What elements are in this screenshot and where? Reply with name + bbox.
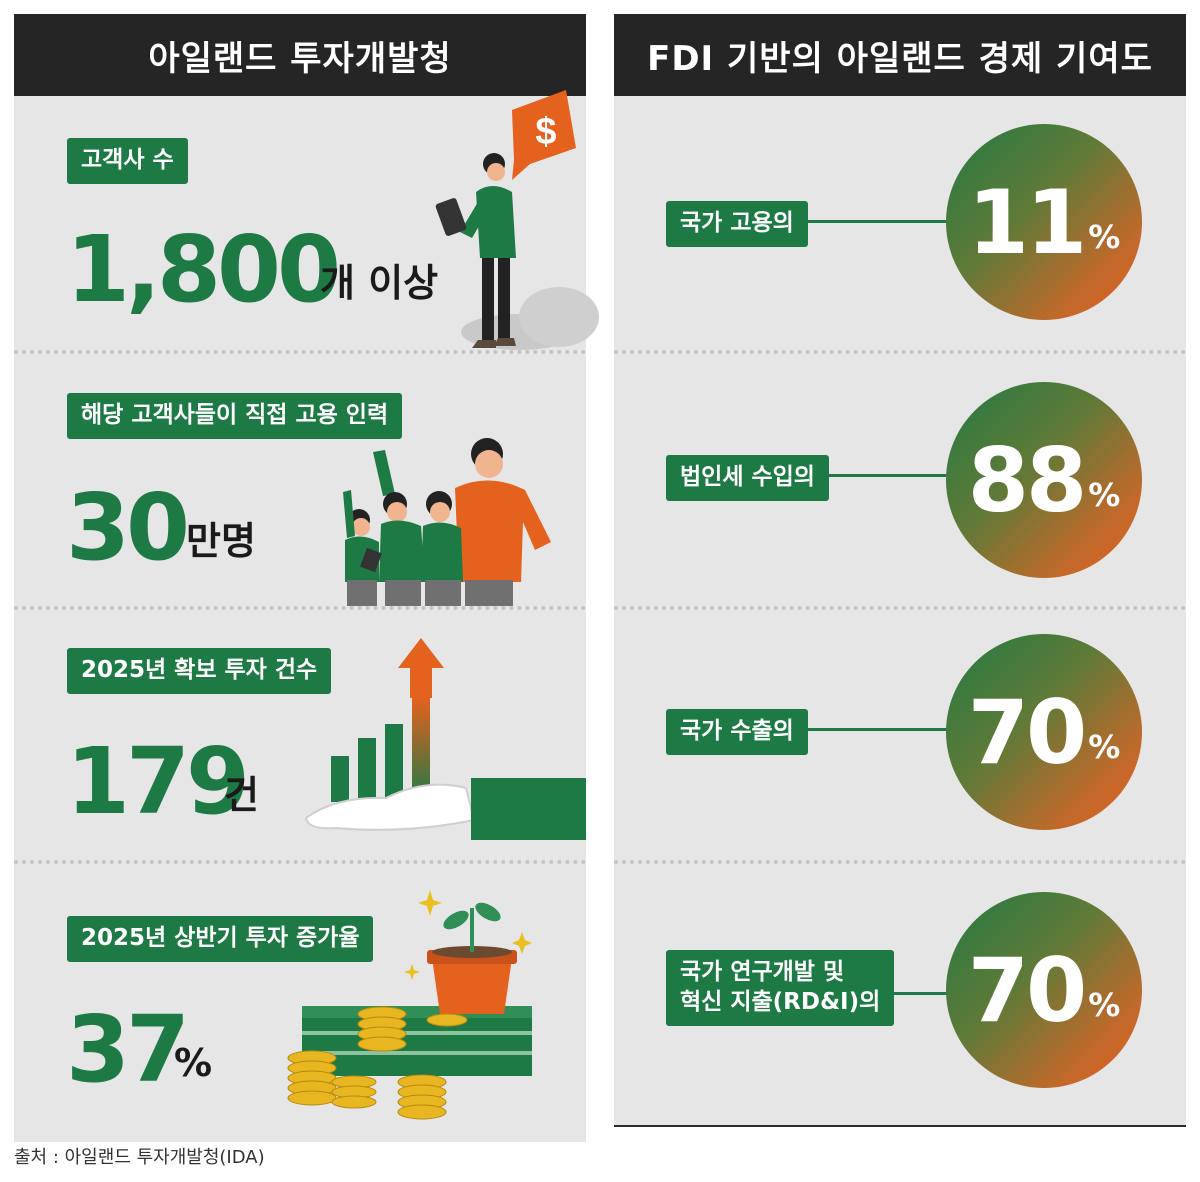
contribution-value-exports: 70 xyxy=(967,680,1087,784)
contribution-label-corporate-tax: 법인세 수입의 xyxy=(666,455,829,501)
stat-unit-investments: 건 xyxy=(224,773,259,817)
stat-unit-employees: 만명 xyxy=(186,519,256,563)
people-group-illustration xyxy=(343,438,551,606)
dollar-icon: $ xyxy=(535,111,556,153)
contribution-circle-rdi: 70% xyxy=(946,892,1142,1088)
contribution-label-employment: 국가 고용의 xyxy=(666,201,808,247)
source-note: 출처 : 아일랜드 투자개발청(IDA) xyxy=(14,1147,265,1168)
person-tablet-illustration: $ xyxy=(435,90,599,350)
growth-hand-illustration xyxy=(304,638,586,840)
stat-value-growth-rate: 37 xyxy=(66,996,190,1103)
stat-unit-growth-rate: % xyxy=(174,1041,213,1085)
stat-value-clients: 1,800 xyxy=(66,216,341,323)
percent-sign: % xyxy=(1088,476,1121,514)
connector-line xyxy=(874,992,974,995)
contribution-circle-exports: 70% xyxy=(946,634,1142,830)
connector-line xyxy=(814,474,974,477)
divider xyxy=(14,860,586,864)
contribution-label-rdi-line2: 혁신 지출(RD&I)의 xyxy=(680,988,881,1015)
stat-value-employees: 30 xyxy=(66,474,190,581)
contribution-circle-corporate-tax: 88% xyxy=(946,382,1142,578)
stat-unit-clients: 개 이상 xyxy=(320,261,439,305)
right-panel: FDI 기반의 아일랜드 경제 기여도 국가 고용의 11% 법인세 수입의 8… xyxy=(614,14,1186,1126)
right-panel-bottom-rule xyxy=(614,1125,1186,1127)
divider xyxy=(614,350,1186,354)
divider xyxy=(14,350,586,354)
stat-label-growth-rate: 2025년 상반기 투자 증가율 xyxy=(67,916,374,962)
money-plant-illustration xyxy=(287,890,532,1120)
contribution-label-rdi-line1: 국가 연구개발 및 xyxy=(680,959,845,985)
stat-label-clients: 고객사 수 xyxy=(67,138,188,184)
right-panel-title: FDI 기반의 아일랜드 경제 기여도 xyxy=(614,14,1186,96)
percent-sign: % xyxy=(1088,728,1121,766)
contribution-circle-employment: 11% xyxy=(946,124,1142,320)
stat-label-investments: 2025년 확보 투자 건수 xyxy=(67,648,332,694)
divider xyxy=(14,606,586,610)
divider xyxy=(614,606,1186,610)
left-panel-title: 아일랜드 투자개발청 xyxy=(14,14,586,96)
stat-label-employees: 해당 고객사들이 직접 고용 인력 xyxy=(67,393,403,439)
left-panel: 아일랜드 투자개발청 고객사 수 1,800 개 이상 $ 해당 고객사들이 직… xyxy=(14,14,599,1142)
stat-value-investments: 179 xyxy=(66,728,250,835)
contribution-label-rdi: 국가 연구개발 및 혁신 지출(RD&I)의 xyxy=(666,950,895,1026)
percent-sign: % xyxy=(1088,218,1121,256)
contribution-value-corporate-tax: 88 xyxy=(967,428,1087,532)
percent-sign: % xyxy=(1088,986,1121,1024)
contribution-label-exports: 국가 수출의 xyxy=(666,709,808,755)
connector-line xyxy=(794,728,974,731)
contribution-value-rdi: 70 xyxy=(967,938,1087,1042)
contribution-value-employment: 11 xyxy=(967,170,1087,274)
divider xyxy=(614,860,1186,864)
connector-line xyxy=(774,220,974,223)
